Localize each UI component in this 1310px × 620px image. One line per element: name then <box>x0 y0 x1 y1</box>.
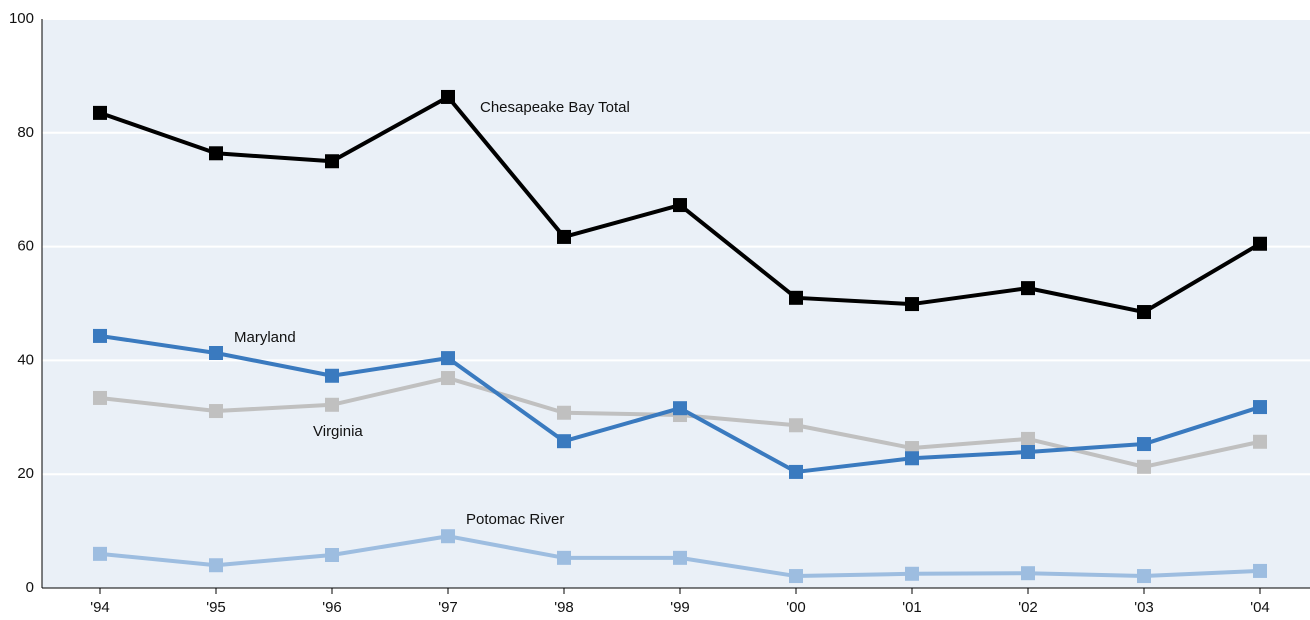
point-marker <box>93 328 107 343</box>
point-marker <box>441 529 455 544</box>
point-marker <box>905 451 919 466</box>
point-marker <box>789 569 803 584</box>
point-marker <box>557 405 571 420</box>
point-marker <box>325 368 339 383</box>
point-marker <box>209 146 223 161</box>
x-tick-label: '97 <box>438 599 458 616</box>
series-label: Maryland <box>234 329 296 346</box>
point-marker <box>1021 281 1035 296</box>
x-tick-label: '04 <box>1250 599 1270 616</box>
point-marker <box>1253 563 1267 578</box>
point-marker <box>1021 566 1035 581</box>
point-marker <box>557 550 571 565</box>
x-tick-label: '96 <box>322 599 342 616</box>
series-label: Virginia <box>313 423 363 440</box>
x-tick-label: '01 <box>902 599 922 616</box>
point-marker <box>1021 431 1035 446</box>
point-marker <box>441 89 455 104</box>
point-marker <box>789 290 803 305</box>
point-marker <box>557 229 571 244</box>
point-marker <box>209 346 223 361</box>
point-marker <box>673 198 687 213</box>
point-marker <box>789 418 803 433</box>
point-marker <box>93 105 107 120</box>
series-label: Potomac River <box>466 511 564 528</box>
point-marker <box>1137 569 1151 584</box>
plot-background <box>42 19 1310 588</box>
point-marker <box>93 390 107 405</box>
y-tick-label: 100 <box>9 10 34 27</box>
point-marker <box>325 154 339 169</box>
x-tick-label: '03 <box>1134 599 1154 616</box>
point-marker <box>1137 437 1151 452</box>
point-marker <box>325 397 339 412</box>
point-marker <box>905 297 919 312</box>
point-marker <box>789 464 803 479</box>
point-marker <box>1021 445 1035 460</box>
point-marker <box>325 547 339 562</box>
point-marker <box>1137 305 1151 320</box>
y-tick-label: 20 <box>17 465 34 482</box>
y-tick-label: 0 <box>26 579 34 596</box>
x-tick-label: '00 <box>786 599 806 616</box>
point-marker <box>673 401 687 416</box>
series-label: Chesapeake Bay Total <box>480 99 630 116</box>
y-tick-label: 40 <box>17 351 34 368</box>
point-marker <box>557 434 571 449</box>
x-tick-label: '95 <box>206 599 226 616</box>
point-marker <box>1137 459 1151 474</box>
x-tick-label: '94 <box>90 599 110 616</box>
point-marker <box>1253 236 1267 251</box>
point-marker <box>1253 434 1267 449</box>
y-tick-label: 80 <box>17 124 34 141</box>
point-marker <box>441 371 455 386</box>
point-marker <box>209 558 223 573</box>
x-tick-label: '02 <box>1018 599 1038 616</box>
point-marker <box>905 566 919 581</box>
point-marker <box>1253 400 1267 415</box>
point-marker <box>93 546 107 561</box>
x-tick-label: '98 <box>554 599 574 616</box>
point-marker <box>441 351 455 366</box>
point-marker <box>209 404 223 419</box>
y-tick-label: 60 <box>17 238 34 255</box>
x-tick-label: '99 <box>670 599 690 616</box>
point-marker <box>673 550 687 565</box>
